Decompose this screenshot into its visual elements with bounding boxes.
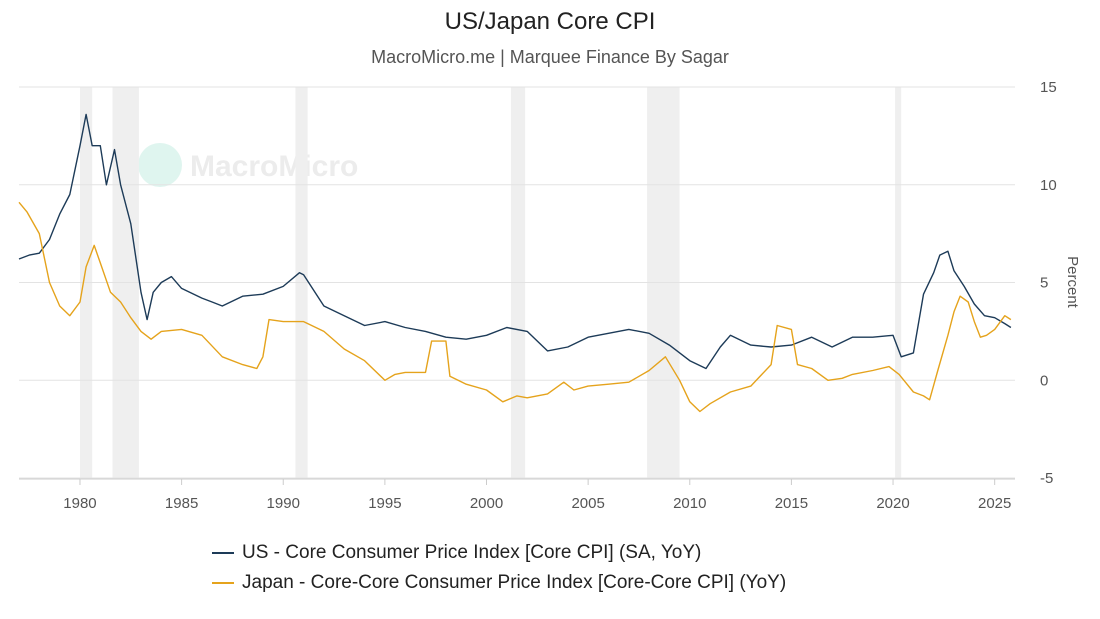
x-tick-label: 1995 bbox=[368, 495, 401, 512]
x-tick-label: 2025 bbox=[978, 495, 1011, 512]
legend: US - Core Consumer Price Index [Core CPI… bbox=[212, 538, 786, 598]
x-tick-label: 2020 bbox=[876, 495, 909, 512]
x-tick-label: 2000 bbox=[470, 495, 503, 512]
y-tick-label: 5 bbox=[1040, 275, 1048, 292]
legend-label-japan: Japan - Core-Core Consumer Price Index [… bbox=[242, 572, 787, 593]
x-tick-label: 1980 bbox=[63, 495, 96, 512]
chart-subtitle: MacroMicro.me | Marquee Finance By Sagar bbox=[371, 47, 729, 67]
legend-swatch-japan bbox=[212, 582, 234, 584]
y-tick-label: 0 bbox=[1040, 372, 1048, 389]
series-line-japan bbox=[18, 201, 1012, 413]
legend-swatch-us bbox=[212, 552, 234, 554]
legend-item-us[interactable]: US - Core Consumer Price Index [Core CPI… bbox=[212, 538, 786, 568]
y-tick-label: 15 bbox=[1040, 79, 1057, 96]
watermark-logo-icon bbox=[138, 143, 182, 187]
chart-title: US/Japan Core CPI bbox=[444, 8, 656, 35]
legend-item-japan[interactable]: Japan - Core-Core Consumer Price Index [… bbox=[212, 568, 786, 598]
series-line-us bbox=[18, 113, 1012, 370]
y-tick-label: -5 bbox=[1040, 470, 1053, 487]
y-axis-label: Percent bbox=[1064, 256, 1081, 309]
x-tick-label: 1985 bbox=[165, 495, 198, 512]
x-tick-label: 1990 bbox=[267, 495, 300, 512]
watermark-text: MacroMicro bbox=[190, 150, 358, 183]
x-tick-label: 2015 bbox=[775, 495, 808, 512]
x-tick-label: 2010 bbox=[673, 495, 706, 512]
y-tick-label: 10 bbox=[1040, 177, 1057, 194]
x-tick-label: 2005 bbox=[571, 495, 604, 512]
legend-label-us: US - Core Consumer Price Index [Core CPI… bbox=[242, 542, 702, 563]
